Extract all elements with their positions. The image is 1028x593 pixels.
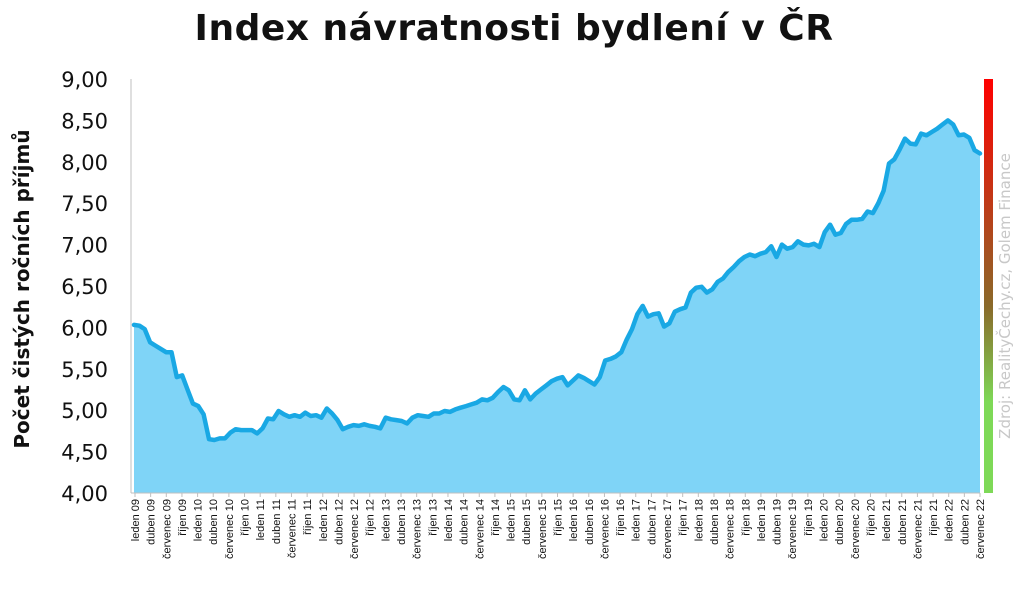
x-tick-label: leden 12 [318,499,330,541]
x-tick-label: duben 20 [834,499,846,545]
x-tick-label: červenec 21 [912,499,924,559]
y-tick-label: 4,00 [61,482,108,506]
x-tick-label: leden 09 [130,499,142,541]
x-tick-label: duben 15 [521,499,533,545]
x-tick-label: říjen 19 [803,499,815,536]
x-tick-label: červenec 22 [975,499,987,559]
x-tick-label: duben 19 [772,499,784,545]
x-tick-label: leden 13 [380,499,392,541]
x-tick-label: leden 16 [568,499,580,541]
x-tick-label: duben 12 [333,499,345,545]
x-tick-label: duben 09 [146,499,158,545]
series-line [131,118,983,443]
y-tick-label: 6,50 [61,275,108,299]
x-tick-label: duben 18 [709,499,721,545]
x-tick-label: říjen 18 [740,499,752,536]
x-tick-label: říjen 20 [866,499,878,536]
y-tick-label: 5,50 [61,358,108,382]
x-tick-label: červenec 10 [224,499,236,559]
y-tick-label: 5,00 [61,399,108,423]
x-tick-label: duben 17 [646,499,658,545]
x-tick-label: leden 10 [193,499,205,541]
x-tick-label: duben 11 [271,499,283,544]
y-tick-label: 9,00 [61,68,108,92]
x-tick-label: červenec 17 [662,499,674,559]
x-tick-label: červenec 19 [787,499,799,559]
x-tick-label: duben 16 [584,499,596,545]
x-tick-label: duben 13 [396,499,408,545]
x-tick-label: duben 21 [897,499,909,545]
x-tick-label: říjen 14 [490,499,502,536]
scale-color-bar [984,79,993,493]
x-tick-label: červenec 12 [349,499,361,559]
x-tick-label: říjen 15 [553,499,565,536]
y-tick-label: 7,50 [61,192,108,216]
x-tick-label: říjen 09 [177,499,189,536]
y-tick-label: 8,00 [61,151,108,175]
x-tick-label: duben 10 [208,499,220,545]
y-tick-label: 7,00 [61,234,108,258]
x-tick-label: duben 14 [459,499,471,545]
x-tick-label: červenec 13 [412,499,424,559]
x-tick-label: leden 20 [819,499,831,541]
y-tick-label: 8,50 [61,109,108,133]
x-tick-label: leden 11 [255,499,267,540]
x-tick-label: říjen 11 [302,499,314,535]
x-tick-label: leden 21 [881,499,893,541]
x-tick-label: červenec 18 [725,499,737,559]
x-tick-label: červenec 16 [599,499,611,559]
x-tick-label: červenec 20 [850,499,862,559]
x-tick-label: říjen 12 [365,499,377,536]
x-tick-label: říjen 13 [427,499,439,536]
x-tick-label: červenec 15 [537,499,549,559]
x-tick-label: leden 18 [693,499,705,541]
x-tick-label: říjen 10 [240,499,252,536]
x-tick-label: leden 17 [631,499,643,541]
y-tick-label: 4,50 [61,441,108,465]
x-tick-label: leden 15 [506,499,518,541]
x-tick-label: červenec 14 [474,499,486,559]
x-tick-label: říjen 17 [678,499,690,536]
x-tick-label: duben 22 [959,499,971,545]
series-area [134,120,980,494]
x-tick-label: říjen 16 [615,499,627,536]
x-tick-label: leden 14 [443,499,455,541]
x-tick-label: červenec 11 [287,499,299,558]
y-tick-label: 6,00 [61,316,108,340]
x-tick-label: červenec 09 [161,499,173,559]
x-tick-label: leden 19 [756,499,768,541]
x-tick-label: říjen 21 [928,499,940,536]
chart-title: Index návratnosti bydlení v ČR [194,8,834,49]
x-tick-label: leden 22 [944,499,956,541]
